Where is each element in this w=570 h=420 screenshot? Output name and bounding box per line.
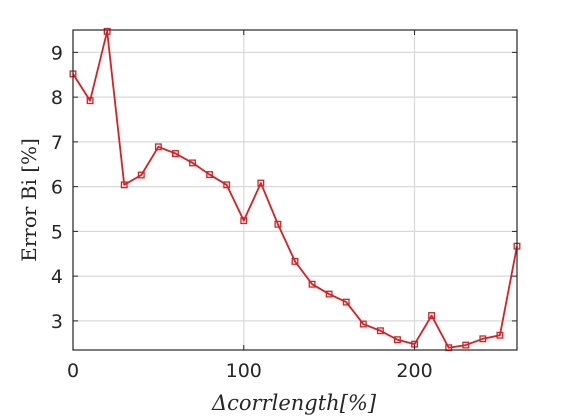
data-point-marker <box>394 336 401 344</box>
data-point-marker <box>308 280 316 288</box>
data-point-marker <box>120 181 128 189</box>
x-tick-label: 100 <box>226 360 262 382</box>
data-point-marker <box>428 312 436 319</box>
plot-border <box>72 29 518 351</box>
tick-labels: 0 100 200 3 4 5 6 7 8 9 <box>51 42 433 382</box>
data-point-marker <box>274 220 282 228</box>
data-point-marker <box>86 97 94 105</box>
tick-marks <box>72 30 517 350</box>
series-line <box>72 30 518 349</box>
data-point-marker <box>137 171 145 179</box>
x-tick-label: 200 <box>396 360 432 382</box>
data-point-marker <box>172 150 179 157</box>
data-point-marker <box>240 217 248 225</box>
data-point-marker <box>479 335 487 343</box>
y-tick-label: 7 <box>51 132 63 154</box>
data-point-marker <box>462 341 470 349</box>
data-point-marker <box>291 257 299 265</box>
data-point-marker <box>342 298 350 306</box>
y-tick-label: 8 <box>51 87 63 109</box>
data-point-marker <box>325 290 333 298</box>
data-point-marker <box>206 171 214 179</box>
y-tick-label: 3 <box>51 311 63 333</box>
plot-area <box>73 30 517 350</box>
data-point-marker <box>496 331 504 339</box>
y-axis-label: Error Bi [%] <box>17 138 41 262</box>
x-axis-label: Δcorrlength[%] <box>211 391 377 415</box>
data-point-marker <box>257 179 265 187</box>
y-tick-label: 9 <box>51 42 63 64</box>
y-tick-label: 6 <box>51 177 63 199</box>
x-tick-label: 0 <box>67 360 79 382</box>
grid <box>72 30 517 350</box>
plot-background <box>73 30 517 350</box>
data-point-marker <box>223 181 231 189</box>
data-point-marker <box>376 327 384 335</box>
data-point-marker <box>103 27 111 35</box>
y-tick-label: 4 <box>51 266 63 288</box>
y-tick-label: 5 <box>51 221 63 243</box>
data-point-marker <box>359 320 367 328</box>
axes-frame <box>72 29 518 351</box>
data-point-marker <box>189 159 196 167</box>
data-point-marker <box>154 143 162 151</box>
